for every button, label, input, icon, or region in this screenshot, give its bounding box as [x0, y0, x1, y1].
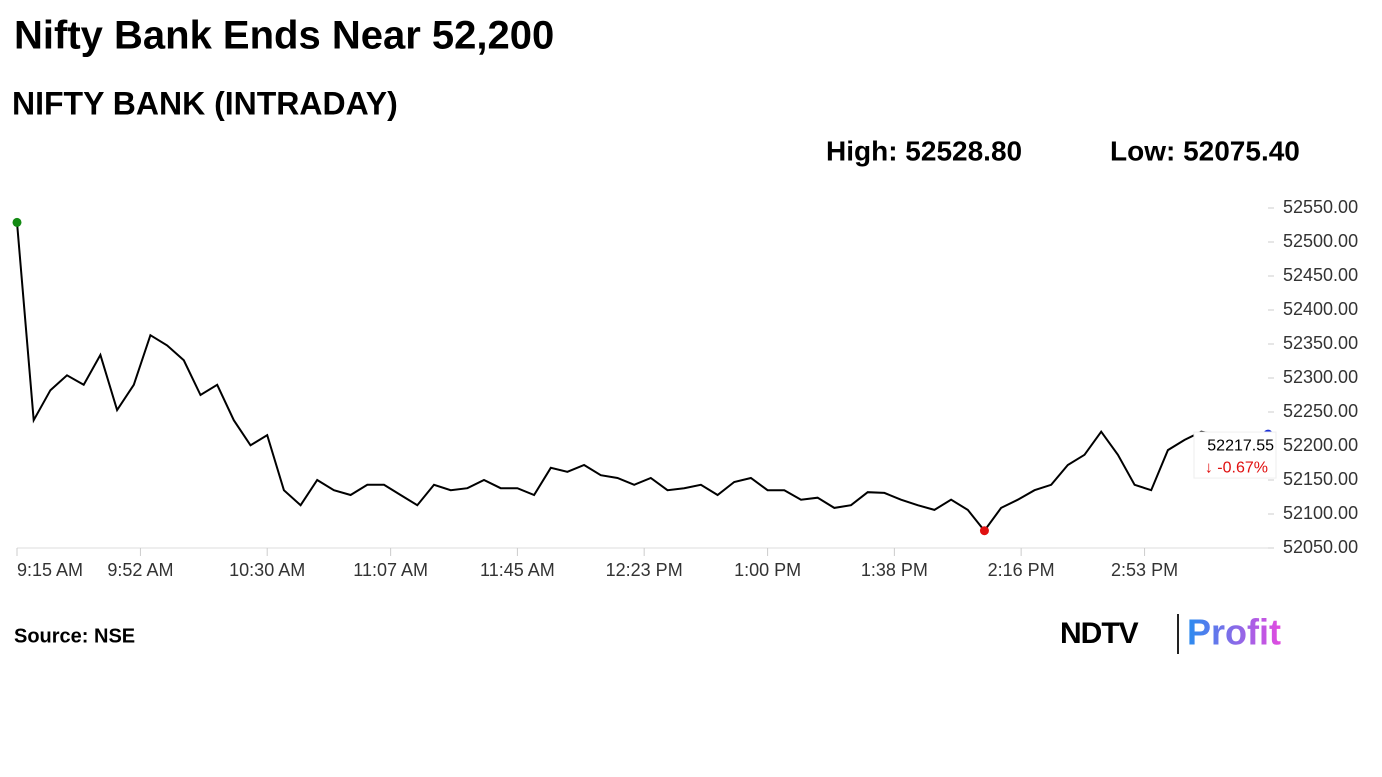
x-tick-label: 2:16 PM	[988, 560, 1055, 580]
x-tick-label: 9:15 AM	[17, 560, 83, 580]
y-tick-label: 52100.00	[1283, 503, 1358, 523]
y-tick-label: 52350.00	[1283, 333, 1358, 353]
x-tick-label: 1:38 PM	[861, 560, 928, 580]
y-tick-label: 52200.00	[1283, 435, 1358, 455]
high-marker	[12, 217, 22, 227]
y-tick-label: 52450.00	[1283, 265, 1358, 285]
logo-profit: Profit	[1187, 612, 1281, 653]
x-tick-label: 10:30 AM	[229, 560, 305, 580]
x-tick-label: 9:52 AM	[107, 560, 173, 580]
y-tick-label: 52400.00	[1283, 299, 1358, 319]
y-tick-label: 52150.00	[1283, 469, 1358, 489]
price-line	[16, 222, 1269, 533]
source: Source: NSE	[14, 625, 135, 647]
change-label: ↓ -0.67%	[1205, 459, 1268, 476]
x-tick-label: 12:23 PM	[606, 560, 683, 580]
y-tick-label: 52300.00	[1283, 367, 1358, 387]
low-label: Low: 52075.40	[1110, 135, 1300, 166]
x-tick-label: 11:45 AM	[480, 560, 555, 580]
y-tick-label: 52500.00	[1283, 231, 1358, 251]
logo-ndtv: NDTV	[1060, 617, 1139, 650]
last-value-label: 52217.55	[1207, 437, 1274, 454]
x-tick-label: 2:53 PM	[1111, 560, 1178, 580]
x-tick-label: 11:07 AM	[353, 560, 428, 580]
x-tick-label: 1:00 PM	[734, 560, 801, 580]
chart-subtitle: NIFTY BANK (INTRADAY)	[12, 85, 398, 121]
low-marker	[979, 526, 989, 536]
y-tick-label: 52250.00	[1283, 401, 1358, 421]
high-label: High: 52528.80	[826, 135, 1022, 166]
y-tick-label: 52050.00	[1283, 537, 1358, 557]
last-value-box	[1193, 431, 1277, 479]
y-tick-label: 52550.00	[1283, 197, 1358, 217]
chart-title: Nifty Bank Ends Near 52,200	[14, 14, 554, 58]
